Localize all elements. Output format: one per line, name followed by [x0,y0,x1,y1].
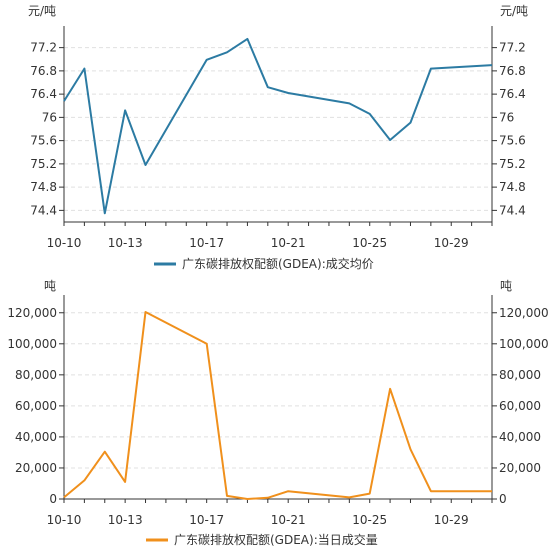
y-tick-label-left: 60,000 [15,399,57,413]
y-axis-unit-left: 吨 [44,279,56,293]
x-tick-label: 10-25 [352,513,387,527]
y-tick-label-right: 77.2 [499,41,526,55]
y-tick-label-right: 74.4 [499,203,526,217]
x-tick-label: 10-17 [189,236,224,250]
x-tick-label: 10-29 [434,236,469,250]
y-tick-label-left: 74.8 [30,180,57,194]
x-tick-label: 10-21 [271,236,306,250]
y-tick-label-right: 120,000 [499,306,549,320]
x-tick-label: 10-17 [189,513,224,527]
y-tick-label-left: 77.2 [30,41,57,55]
y-tick-label-left: 74.4 [30,203,57,217]
y-tick-label-right: 100,000 [499,337,549,351]
y-tick-label-left: 100,000 [7,337,57,351]
y-tick-label-left: 75.6 [30,134,57,148]
y-tick-label-right: 20,000 [499,461,541,475]
legend-label: 广东碳排放权配额(GDEA):当日成交量 [174,532,378,547]
y-tick-label-left: 40,000 [15,430,57,444]
y-tick-label-left: 76.8 [30,64,57,78]
x-tick-label: 10-10 [47,236,82,250]
x-tick-label: 10-10 [47,513,82,527]
y-tick-label-right: 40,000 [499,430,541,444]
legend-label: 广东碳排放权配额(GDEA):成交均价 [182,256,374,271]
y-tick-label-right: 75.2 [499,157,526,171]
y-tick-label-right: 75.6 [499,134,526,148]
y-tick-label-right: 0 [499,492,507,506]
x-tick-label: 10-29 [434,513,469,527]
x-tick-label: 10-13 [108,236,143,250]
y-tick-label-left: 75.2 [30,157,57,171]
y-tick-label-right: 76 [499,110,514,124]
y-tick-label-right: 76.8 [499,64,526,78]
y-tick-label-right: 74.8 [499,180,526,194]
y-tick-label-left: 76 [42,110,57,124]
y-axis-unit-right: 吨 [500,279,512,293]
y-tick-label-right: 80,000 [499,368,541,382]
y-tick-label-left: 120,000 [7,306,57,320]
y-tick-label-right: 60,000 [499,399,541,413]
y-tick-label-left: 20,000 [15,461,57,475]
y-axis-unit-left: 元/吨 [28,4,56,18]
y-tick-label-left: 80,000 [15,368,57,382]
y-tick-label-left: 0 [49,492,57,506]
y-axis-unit-right: 元/吨 [500,4,528,18]
y-tick-label-right: 76.4 [499,87,526,101]
x-tick-label: 10-25 [352,236,387,250]
y-tick-label-left: 76.4 [30,87,57,101]
x-tick-label: 10-13 [108,513,143,527]
x-tick-label: 10-21 [271,513,306,527]
